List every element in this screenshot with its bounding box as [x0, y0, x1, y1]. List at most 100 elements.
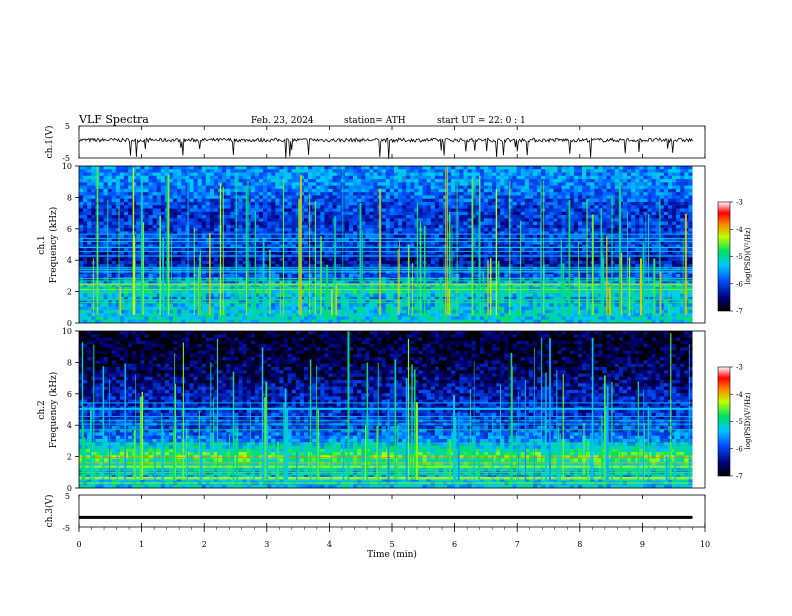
ch1-spectrogram-cell: [295, 166, 301, 170]
ch1-spectrogram-cell: [365, 251, 370, 255]
ch1-spectrogram-cell: [365, 264, 370, 268]
ch1-spectrogram-cell: [577, 270, 583, 275]
ch1-spectrogram-cell: [455, 234, 460, 239]
ch1-spectrogram-cell: [443, 270, 448, 275]
ch1-spectrogram-cell: [680, 215, 685, 219]
ch1-spectrogram-cell: [577, 198, 583, 203]
ch1-spectrogram-cell: [672, 241, 677, 245]
ch1-spectrogram-cell: [577, 175, 583, 180]
ch1-spectrogram-cell: [279, 198, 284, 203]
ch1-spectrogram-cell: [651, 251, 657, 255]
ch1-spectrogram-cell: [222, 195, 227, 200]
ch1-spectrogram-cell: [291, 224, 297, 229]
ch1-spectrogram-cell: [610, 211, 616, 216]
ch1-spectrogram-cell: [250, 244, 256, 249]
ch1-spectrogram-cell: [312, 270, 317, 275]
ch1-spectrogram-cell: [230, 185, 235, 190]
ch1-spectrogram-cell: [279, 195, 284, 200]
ch1-spectrogram-cell: [185, 251, 190, 255]
ch1-spectrogram-cell: [500, 172, 505, 177]
ch1-spectrogram-cell: [622, 224, 628, 229]
ch1-spectrogram-cell: [471, 192, 477, 196]
ch1-spectrogram-cell: [373, 208, 378, 213]
ch1-spectrogram-cell: [136, 257, 141, 262]
ch1-spectrogram-cell: [577, 215, 583, 219]
ch1-spectrogram-cell: [393, 192, 399, 196]
ch1-spectrogram-cell: [291, 201, 297, 206]
ch1-spectrogram-cell: [299, 244, 305, 249]
ch1-spectrogram-cell: [373, 218, 378, 222]
ch1-spectrogram-cell: [332, 182, 338, 187]
ch1-spectrogram-cell: [549, 234, 554, 239]
ch1-spectrogram-cell: [254, 215, 260, 219]
ch1-spectrogram-cell: [443, 172, 448, 177]
ch1-spectrogram-cell: [426, 257, 432, 262]
ch1-spectrogram-cell: [553, 228, 558, 232]
ch1-spectrogram-cell: [667, 218, 673, 222]
ch1-spectrogram-cell: [381, 228, 387, 232]
ch1-spectrogram-cell: [177, 175, 182, 180]
ch1-spectrogram-cell: [496, 172, 501, 177]
ch1-spectrogram-cell: [181, 198, 186, 203]
ch1-spectrogram-cell: [328, 228, 333, 232]
ch1-spectrogram-cell: [483, 244, 489, 249]
ch1-spectrogram-cell: [336, 241, 342, 245]
ch1-spectrogram-cell: [324, 228, 329, 232]
ch1-spectrogram-cell: [79, 192, 84, 196]
ch1-spectrogram-cell: [496, 182, 501, 187]
ch1-spectrogram-cell: [385, 208, 391, 213]
ch1-spectrogram-cell: [684, 201, 689, 206]
ch1-spectrogram-cell: [99, 273, 104, 278]
ch1-spectrogram-cell: [213, 166, 219, 170]
ch1-spectrogram-cell: [308, 215, 313, 219]
ch1-spectrogram-cell: [234, 169, 239, 173]
ch1-spectrogram-cell: [471, 195, 477, 200]
ch1-spectrogram-cell: [83, 221, 88, 226]
ch1-spectrogram-cell: [369, 221, 374, 226]
ch1-spectrogram-cell: [132, 211, 137, 216]
ch1-spectrogram-cell: [635, 211, 640, 216]
ch1-spectrogram-cell: [242, 185, 248, 190]
ch1-spectrogram-cell: [99, 172, 104, 177]
ch1-spectrogram-cell: [512, 234, 518, 239]
ch1-spectrogram-cell: [156, 241, 162, 245]
ch1-spectrogram-cell: [537, 228, 542, 232]
ch1-spectrogram-cell: [389, 195, 395, 200]
ch1-spectrogram-cell: [471, 211, 477, 216]
ch1-spectrogram-cell: [87, 166, 92, 170]
ch1-spectrogram-cell: [545, 221, 550, 226]
ch1-spectrogram-cell: [303, 251, 309, 255]
ch1-spectrogram-cell: [103, 172, 109, 177]
ch1-spectrogram-cell: [545, 218, 550, 222]
ch1-spectrogram-cell: [328, 201, 333, 206]
ch1-spectrogram-cell: [316, 185, 321, 190]
ch1-spectrogram-cell: [119, 215, 125, 219]
ch1-spectrogram-cell: [467, 192, 473, 196]
ch1-spectrogram-cell: [279, 185, 284, 190]
ch1-spectrogram-cell: [467, 221, 473, 226]
ch1-spectrogram-cell: [553, 244, 558, 249]
ch1-spectrogram-cell: [385, 260, 391, 265]
ch1-spectrogram-cell: [500, 182, 505, 187]
ch1-spectrogram-cell: [312, 251, 317, 255]
ch1-spectrogram-cell: [590, 172, 595, 177]
ch1-spectrogram-cell: [684, 205, 689, 209]
ch1-spectrogram-cell: [618, 244, 624, 249]
ch1-spectrogram-cell: [483, 166, 489, 170]
ch1-spectrogram-cell: [459, 247, 464, 252]
ch1-spectrogram-cell: [635, 241, 640, 245]
ch1-spectrogram-cell: [582, 166, 587, 170]
ch1-spectrogram-cell: [438, 195, 444, 200]
ch1-spectrogram-cell: [586, 270, 591, 275]
ch1-spectrogram-cell: [483, 185, 489, 190]
ch1-spectrogram-cell: [614, 244, 620, 249]
ch1-spectrogram-cell: [181, 188, 186, 193]
ch1-spectrogram-cell: [250, 172, 256, 177]
ch1-spectrogram-cell: [361, 208, 366, 213]
ch1-spectrogram-cell: [156, 273, 162, 278]
ch1-spectrogram-cell: [520, 237, 526, 242]
ch1-spectrogram-cell: [667, 234, 673, 239]
ch1-spectrogram-cell: [561, 221, 567, 226]
ch1-spectrogram-cell: [213, 182, 219, 187]
ch1-spectrogram-cell: [586, 251, 591, 255]
